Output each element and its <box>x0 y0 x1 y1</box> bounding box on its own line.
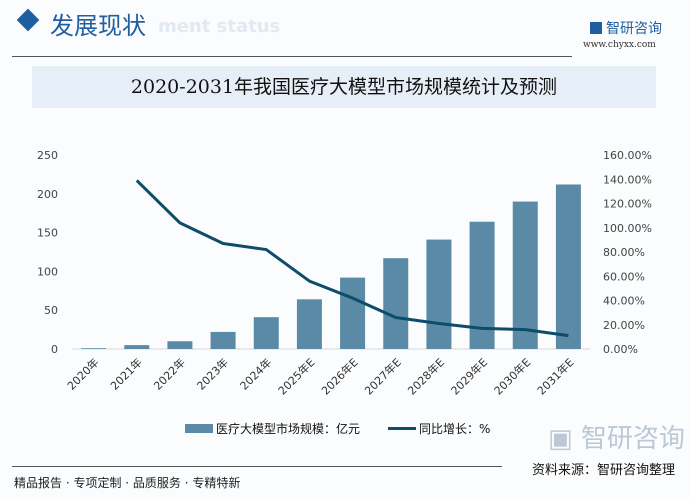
legend: 医疗大模型市场规模：亿元 同比增长：% <box>185 420 490 437</box>
y-tick-left: 0 <box>51 343 58 356</box>
y-tick-right: 140.00% <box>603 173 652 186</box>
y-tick-right: 100.00% <box>603 222 652 235</box>
watermark-logo: ▣ 智研咨询 <box>548 424 685 454</box>
legend-bar-swatch <box>185 424 213 433</box>
x-tick: 2026年E <box>318 355 360 397</box>
y-tick-right: 120.00% <box>603 198 652 211</box>
section-subtitle: ment status <box>158 16 281 37</box>
brand: 智研咨询 <box>590 18 662 38</box>
watermark-logo-icon: ▣ <box>548 424 581 454</box>
watermark-text: 智研咨询 <box>580 424 685 454</box>
legend-bar-label: 医疗大模型市场规模：亿元 <box>216 422 361 436</box>
chart: 0 50 100 150 200 250 0.00% 20.00% 40.00% 60.00% 80… <box>37 149 652 398</box>
bar <box>426 239 452 349</box>
bar <box>81 348 107 349</box>
source-note: 资料来源：智研咨询整理 <box>532 463 676 478</box>
bar <box>512 201 538 349</box>
y-tick-right: 60.00% <box>603 270 645 283</box>
y-tick-left: 50 <box>44 304 58 317</box>
x-tick: 2022年 <box>151 355 188 392</box>
bar <box>296 299 322 349</box>
x-tick: 2030年E <box>491 355 533 397</box>
brand-url: www.chyxx.com <box>583 40 656 50</box>
x-tick: 2023年 <box>194 355 231 392</box>
x-tick: 2021年 <box>107 355 144 392</box>
y-tick-left: 150 <box>37 227 58 240</box>
x-tick: 2024年 <box>237 355 274 392</box>
legend-line: 同比增长：% <box>388 420 490 437</box>
y-tick-right: 20.00% <box>603 319 645 332</box>
y-tick-right: 40.00% <box>603 295 645 308</box>
legend-line-swatch <box>388 427 417 430</box>
x-tick: 2031年E <box>534 355 576 397</box>
x-tick: 2027年E <box>361 355 403 397</box>
y-tick-left: 200 <box>37 188 58 201</box>
bar <box>167 341 193 349</box>
bar <box>340 277 366 349</box>
y-tick-right: 0.00% <box>603 343 638 356</box>
header-divider <box>12 56 572 57</box>
x-tick: 2029年E <box>448 355 490 397</box>
y-tick-left: 100 <box>37 265 58 278</box>
y-tick-left: 250 <box>37 149 58 162</box>
y-tick-right: 80.00% <box>603 246 645 259</box>
bar <box>383 258 409 349</box>
brand-name: 智研咨询 <box>606 21 662 37</box>
slogan: 精品报告 · 专项定制 · 品质服务 · 专精特新 <box>14 476 241 490</box>
x-tick: 2025年E <box>275 355 317 397</box>
legend-bar: 医疗大模型市场规模：亿元 <box>185 420 360 437</box>
legend-line-label: 同比增长：% <box>419 422 491 436</box>
bar <box>124 345 150 349</box>
x-tick: 2020年 <box>64 355 101 392</box>
y-tick-right: 160.00% <box>603 149 652 162</box>
chart-title: 2020-2031年我国医疗大模型市场规模统计及预测 <box>32 66 656 108</box>
section-title: 发展现状 <box>50 12 146 40</box>
footer-divider <box>12 466 502 467</box>
brand-logo-icon <box>590 22 602 34</box>
bar <box>555 184 581 349</box>
x-tick: 2028年E <box>405 355 447 397</box>
bar <box>253 317 279 349</box>
bar <box>210 331 236 349</box>
